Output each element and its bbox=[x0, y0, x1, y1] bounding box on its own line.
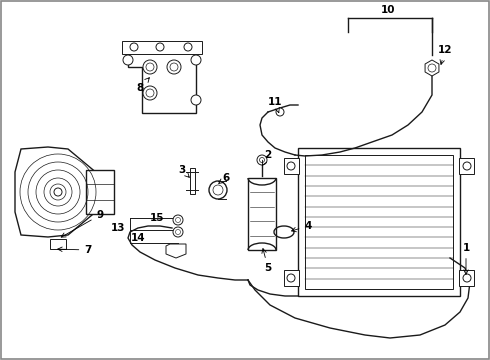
Bar bbox=[122, 41, 202, 54]
Polygon shape bbox=[15, 147, 103, 237]
Circle shape bbox=[184, 43, 192, 51]
Circle shape bbox=[156, 43, 164, 51]
Circle shape bbox=[276, 108, 284, 116]
Circle shape bbox=[173, 227, 183, 237]
Polygon shape bbox=[425, 60, 439, 76]
Bar bbox=[284, 270, 299, 286]
Bar bbox=[305, 155, 453, 289]
Text: 14: 14 bbox=[131, 233, 146, 243]
Bar bbox=[459, 158, 474, 174]
Text: 11: 11 bbox=[268, 97, 282, 113]
Circle shape bbox=[123, 55, 133, 65]
Text: 1: 1 bbox=[463, 243, 469, 274]
Circle shape bbox=[463, 274, 471, 282]
Polygon shape bbox=[128, 53, 196, 113]
Circle shape bbox=[209, 181, 227, 199]
Circle shape bbox=[287, 274, 295, 282]
Bar bbox=[86, 170, 114, 214]
Bar bbox=[284, 158, 299, 174]
Circle shape bbox=[173, 215, 183, 225]
Circle shape bbox=[54, 188, 62, 196]
Circle shape bbox=[143, 60, 157, 74]
Circle shape bbox=[287, 162, 295, 170]
Circle shape bbox=[143, 86, 157, 100]
Circle shape bbox=[191, 95, 201, 105]
Polygon shape bbox=[50, 239, 66, 249]
Text: 15: 15 bbox=[150, 213, 164, 223]
Circle shape bbox=[167, 60, 181, 74]
Bar bbox=[248, 178, 276, 250]
Text: 8: 8 bbox=[136, 78, 149, 93]
Bar bbox=[190, 168, 195, 194]
Bar bbox=[298, 148, 460, 296]
Text: 12: 12 bbox=[438, 45, 452, 64]
Text: 5: 5 bbox=[262, 249, 271, 273]
Text: 6: 6 bbox=[219, 173, 230, 184]
Text: 3: 3 bbox=[178, 165, 189, 177]
Circle shape bbox=[463, 162, 471, 170]
Text: 4: 4 bbox=[292, 221, 312, 232]
Text: 13: 13 bbox=[111, 223, 125, 233]
Text: 10: 10 bbox=[381, 5, 395, 15]
Circle shape bbox=[130, 43, 138, 51]
Text: 7: 7 bbox=[58, 245, 92, 255]
Text: 9: 9 bbox=[61, 210, 103, 237]
Polygon shape bbox=[166, 244, 186, 258]
Circle shape bbox=[257, 155, 267, 165]
Bar bbox=[459, 270, 474, 286]
Text: 2: 2 bbox=[262, 150, 271, 165]
Circle shape bbox=[191, 55, 201, 65]
